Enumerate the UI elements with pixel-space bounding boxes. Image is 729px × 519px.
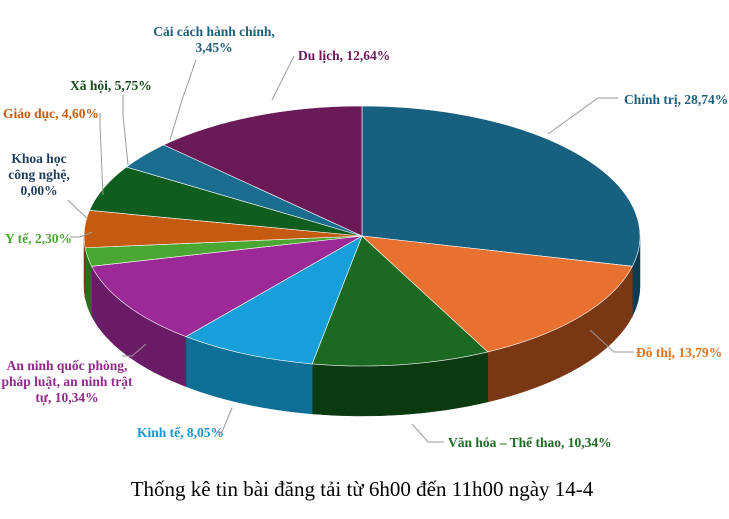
leader-line-2	[411, 423, 444, 443]
leader-lines	[67, 55, 634, 443]
slice-label-0: Chính trị, 28,74%	[624, 92, 728, 107]
slice-label-6: Khoa học công nghệ, 0,00%	[8, 151, 70, 198]
slice-label-4: An ninh quốc phòng, pháp luật, an ninh tr…	[2, 358, 133, 405]
leader-line-9	[169, 59, 197, 141]
slice-label-5: Y tế, 2,30%	[5, 231, 72, 246]
leader-line-3	[214, 407, 233, 433]
slice-0	[361, 105, 641, 267]
slice-2	[311, 235, 489, 367]
slice-labels: Chính trị, 28,74% Đô thị, 13,79% Văn hóa –…	[2, 24, 729, 450]
slice-1	[361, 235, 633, 353]
leader-line-8	[122, 95, 129, 166]
leader-line-4	[122, 343, 147, 357]
slice-label-8: Xã hội, 5,75%	[70, 78, 152, 93]
chart-title: Thống kê tin bài đăng tải từ 6h00 đến 11…	[131, 477, 594, 501]
leader-line-1	[589, 329, 634, 353]
slice-label-2: Văn hóa – Thể thao, 10,34%	[448, 435, 612, 450]
slice-label-3: Kinh tế, 8,05%	[137, 425, 224, 440]
slice-label-9: Cải cách hành chính, 3,45%	[153, 24, 275, 55]
slice-label-7: Giáo dục, 4,60%	[3, 106, 99, 121]
pie-depth-layer	[83, 235, 641, 417]
leader-line-7	[99, 113, 104, 196]
slice-label-1: Đô thị, 13,79%	[636, 345, 722, 360]
slice-3	[185, 235, 363, 365]
slice-label-10: Du lịch, 12,64%	[298, 48, 390, 63]
slice-4	[91, 235, 363, 337]
leader-line-10	[271, 55, 295, 101]
slice-10	[162, 105, 363, 237]
pie-slices	[83, 105, 641, 367]
leader-line-5	[70, 231, 93, 238]
leader-line-0	[547, 97, 618, 135]
leader-line-6	[67, 199, 89, 220]
